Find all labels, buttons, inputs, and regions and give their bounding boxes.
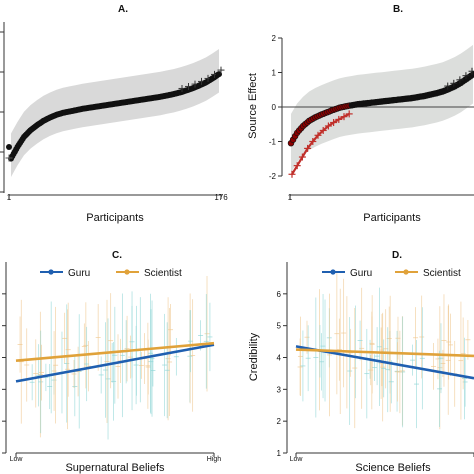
highlight-trace (306, 140, 314, 150)
panel-a-xtick-1: 1 (7, 193, 12, 202)
legend-guru-marker (330, 269, 336, 275)
panel-a-plot (0, 22, 225, 199)
regression-line-scientist (15, 341, 215, 362)
highlight-trace (296, 156, 304, 167)
panel-a-xlabel: Participants (86, 212, 144, 224)
panel-b-ylabel: Source Effect (247, 73, 259, 139)
panel-c-xlabel: Supernatural Beliefs (65, 462, 165, 474)
panel-c-xtick-low: Low (10, 456, 24, 463)
interval-band (11, 49, 219, 177)
panel-c: C. Guru Scientist Low High Supernatural … (2, 250, 221, 474)
y-tick-label: 1 (277, 449, 282, 458)
panel-d-xtick-low: Low (290, 456, 304, 463)
legend-guru-label: Guru (350, 268, 372, 279)
highlight-trace (322, 125, 330, 132)
panel-c-xtick-high: High (207, 456, 222, 463)
y-tick-label: -1 (269, 138, 277, 147)
y-tick-label: 2 (277, 417, 282, 426)
regression-line-scientist (295, 348, 474, 358)
panel-c-label: C. (112, 250, 122, 261)
panel-b: B. -2 -1 0 1 2 Source Effect 1 Participants (247, 4, 474, 224)
y-tick-label: 3 (277, 385, 282, 394)
legend-scientist-label: Scientist (423, 268, 461, 279)
panel-d: D. 1 2 3 4 5 6 Guru Scientist Credibility Low… (248, 250, 474, 474)
highlight-trace (291, 165, 299, 175)
outlier-point (6, 144, 12, 150)
y-tick-label: 2 (272, 34, 277, 43)
panel-a-xtick-176: 176 (214, 193, 228, 202)
highlight-trace (301, 147, 309, 158)
highlight-trace (327, 121, 335, 127)
legend-guru-label: Guru (68, 268, 90, 279)
panel-d-ylabel: Credibility (248, 332, 260, 381)
highlight-trace (343, 112, 350, 118)
panel-b-plot: -2 -1 0 1 2 (269, 34, 474, 199)
panel-d-legend: Guru Scientist (322, 268, 461, 279)
legend-scientist-marker (403, 269, 409, 275)
panel-d-label: D. (392, 250, 402, 261)
regression-line-guru (15, 343, 215, 383)
panel-b-xlabel: Participants (363, 212, 421, 224)
highlight-trace (311, 134, 319, 143)
legend-guru-marker (48, 269, 54, 275)
legend-scientist-marker (124, 269, 130, 275)
y-tick-label: -2 (269, 172, 277, 181)
interval-band (291, 44, 473, 173)
panel-c-legend: Guru Scientist (40, 268, 182, 279)
panel-b-label: B. (393, 4, 403, 15)
highlight-trace (317, 129, 324, 137)
panel-d-xlabel: Science Beliefs (355, 462, 431, 474)
panel-c-plot (2, 262, 215, 457)
y-tick-label: 0 (272, 103, 277, 112)
y-tick-label: 4 (277, 354, 282, 363)
panel-a-label: A. (118, 4, 128, 15)
panel-b-xtick-1: 1 (288, 193, 293, 202)
legend-scientist-label: Scientist (144, 268, 182, 279)
y-tick-label: 5 (277, 322, 282, 331)
y-tick-label: 6 (277, 290, 282, 299)
highlight-trace (333, 118, 340, 124)
highlight-trace (338, 115, 345, 121)
panel-a: A. 1 176 Participants (0, 4, 228, 224)
panel-d-plot: 1 2 3 4 5 6 (277, 262, 474, 458)
y-tick-label: 1 (272, 69, 277, 78)
